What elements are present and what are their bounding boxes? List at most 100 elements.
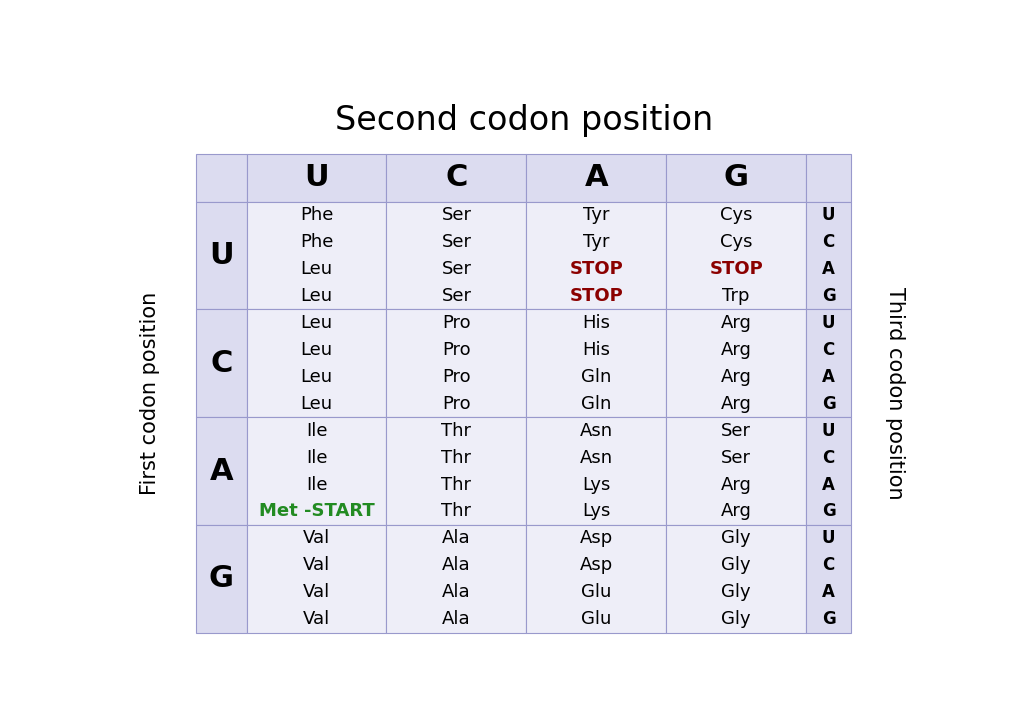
Text: U: U — [822, 206, 836, 224]
Text: Ser: Ser — [441, 206, 471, 224]
Text: Ile: Ile — [306, 422, 328, 440]
Text: Met -START: Met -START — [259, 503, 375, 521]
Text: Thr: Thr — [441, 475, 471, 493]
Text: STOP: STOP — [569, 287, 624, 305]
Bar — [386, 154, 526, 201]
Text: Val: Val — [303, 529, 330, 547]
Text: U: U — [209, 241, 233, 270]
Text: Val: Val — [303, 610, 330, 628]
Text: U: U — [822, 422, 836, 440]
Bar — [806, 201, 851, 309]
Text: Arg: Arg — [721, 475, 752, 493]
Text: Arg: Arg — [721, 341, 752, 358]
Text: Pro: Pro — [442, 314, 471, 332]
Text: G: G — [821, 394, 836, 413]
Text: Lys: Lys — [582, 503, 610, 521]
Text: STOP: STOP — [710, 260, 763, 278]
Bar — [526, 309, 667, 417]
Text: Arg: Arg — [721, 503, 752, 521]
Text: Asp: Asp — [580, 529, 613, 547]
Bar — [667, 309, 806, 417]
Text: Tyr: Tyr — [583, 206, 609, 224]
Text: Glu: Glu — [581, 610, 611, 628]
Bar — [526, 201, 667, 309]
Text: Thr: Thr — [441, 503, 471, 521]
Text: Phe: Phe — [300, 206, 333, 224]
Bar — [247, 201, 386, 309]
Text: His: His — [583, 314, 610, 332]
Text: A: A — [822, 260, 835, 278]
Text: Ser: Ser — [441, 233, 471, 251]
Text: Phe: Phe — [300, 233, 333, 251]
Text: G: G — [209, 564, 233, 594]
Text: Trp: Trp — [722, 287, 750, 305]
Text: Second codon position: Second codon position — [335, 104, 713, 137]
Text: Ile: Ile — [306, 449, 328, 467]
Bar — [386, 525, 526, 632]
Text: U: U — [822, 529, 836, 547]
Text: Asn: Asn — [580, 422, 612, 440]
Text: Ala: Ala — [442, 529, 471, 547]
Text: Thr: Thr — [441, 449, 471, 467]
Bar — [386, 417, 526, 525]
Bar — [667, 417, 806, 525]
Bar — [806, 417, 851, 525]
Text: A: A — [822, 368, 835, 386]
Bar — [197, 525, 247, 632]
Text: A: A — [822, 475, 835, 493]
Text: Ser: Ser — [441, 287, 471, 305]
Text: Ser: Ser — [441, 260, 471, 278]
Text: Leu: Leu — [300, 260, 333, 278]
Text: C: C — [822, 341, 835, 358]
Bar — [526, 417, 667, 525]
Text: Gly: Gly — [721, 529, 751, 547]
Text: Cys: Cys — [720, 233, 753, 251]
Bar — [667, 525, 806, 632]
Bar — [197, 417, 247, 525]
Text: Pro: Pro — [442, 394, 471, 413]
Bar — [526, 525, 667, 632]
Text: Arg: Arg — [721, 394, 752, 413]
Text: Lys: Lys — [582, 475, 610, 493]
Bar — [806, 525, 851, 632]
Text: Val: Val — [303, 584, 330, 602]
Text: Arg: Arg — [721, 368, 752, 386]
Text: Tyr: Tyr — [583, 233, 609, 251]
Text: G: G — [821, 503, 836, 521]
Text: A: A — [210, 457, 233, 485]
Text: Gln: Gln — [581, 394, 611, 413]
Text: C: C — [822, 556, 835, 574]
Text: Ser: Ser — [721, 449, 752, 467]
Text: Ala: Ala — [442, 584, 471, 602]
Text: C: C — [210, 348, 232, 378]
Text: G: G — [821, 610, 836, 628]
Text: G: G — [724, 163, 749, 192]
Bar — [247, 525, 386, 632]
Text: Thr: Thr — [441, 422, 471, 440]
Text: G: G — [821, 287, 836, 305]
Text: Asp: Asp — [580, 556, 613, 574]
Text: Leu: Leu — [300, 314, 333, 332]
Text: Third codon position: Third codon position — [886, 287, 905, 500]
Text: A: A — [585, 163, 608, 192]
Bar — [386, 309, 526, 417]
Text: U: U — [822, 314, 836, 332]
Text: Asn: Asn — [580, 449, 612, 467]
Text: A: A — [822, 584, 835, 602]
Bar — [247, 309, 386, 417]
Bar — [247, 417, 386, 525]
Text: STOP: STOP — [569, 260, 624, 278]
Text: Gly: Gly — [721, 584, 751, 602]
Text: Leu: Leu — [300, 287, 333, 305]
Text: C: C — [445, 163, 468, 192]
Text: Cys: Cys — [720, 206, 753, 224]
Text: His: His — [583, 341, 610, 358]
Text: Ala: Ala — [442, 610, 471, 628]
Text: Leu: Leu — [300, 341, 333, 358]
Text: Leu: Leu — [300, 368, 333, 386]
Text: Glu: Glu — [581, 584, 611, 602]
Text: C: C — [822, 233, 835, 251]
Text: U: U — [304, 163, 329, 192]
Text: Gly: Gly — [721, 556, 751, 574]
Text: First codon position: First codon position — [139, 292, 160, 495]
